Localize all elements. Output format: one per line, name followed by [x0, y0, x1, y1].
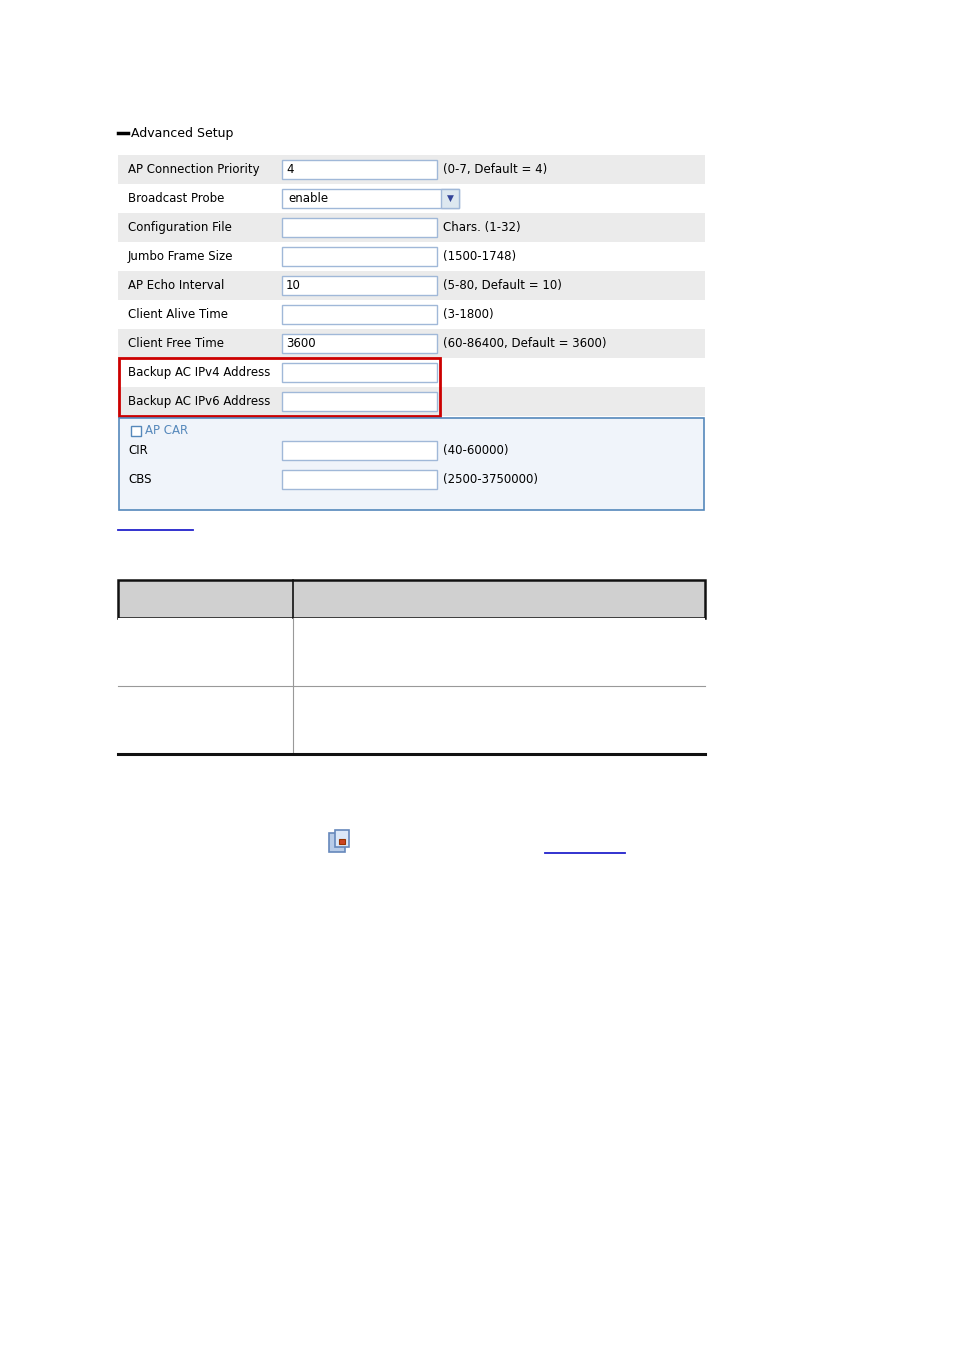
Bar [118, 213, 704, 242]
Bar [282, 217, 436, 238]
Bar [118, 155, 704, 184]
Text: Chars. (1-32): Chars. (1-32) [442, 221, 520, 234]
Text: (1500-1748): (1500-1748) [442, 250, 516, 263]
Text: AP Echo Interval: AP Echo Interval [128, 279, 224, 292]
Text: Client Free Time: Client Free Time [128, 338, 224, 350]
Text: Broadcast Probe: Broadcast Probe [128, 192, 224, 205]
Bar [282, 470, 436, 489]
Text: Backup AC IPv6 Address: Backup AC IPv6 Address [128, 396, 270, 408]
Text: CIR: CIR [128, 444, 148, 458]
Bar [282, 441, 436, 460]
Bar [282, 275, 436, 296]
Bar [131, 427, 141, 436]
Text: Backup AC IPv4 Address: Backup AC IPv4 Address [128, 366, 270, 379]
Text: Jumbo Frame Size: Jumbo Frame Size [128, 250, 233, 263]
Bar [335, 830, 349, 846]
Bar [329, 833, 345, 852]
Text: (0-7, Default = 4): (0-7, Default = 4) [442, 163, 547, 176]
Text: (3-1800): (3-1800) [442, 308, 493, 321]
Bar [282, 392, 436, 410]
Bar [118, 358, 704, 387]
Bar [118, 618, 704, 686]
Bar [282, 363, 436, 382]
Text: 4: 4 [286, 163, 294, 176]
Bar [282, 333, 436, 352]
Text: (2500-3750000): (2500-3750000) [442, 472, 537, 486]
Bar [282, 247, 436, 266]
Text: Configuration File: Configuration File [128, 221, 232, 234]
Text: ▼: ▼ [446, 194, 453, 202]
Bar [118, 580, 704, 618]
Text: AP Connection Priority: AP Connection Priority [128, 163, 259, 176]
Bar [118, 242, 704, 271]
Bar [118, 184, 704, 213]
Text: Client Alive Time: Client Alive Time [128, 308, 228, 321]
Text: (5-80, Default = 10): (5-80, Default = 10) [442, 279, 561, 292]
Bar [118, 271, 704, 300]
Bar [282, 161, 436, 180]
Text: CBS: CBS [128, 472, 152, 486]
Bar [118, 329, 704, 358]
Text: 10: 10 [286, 279, 300, 292]
Text: (40-60000): (40-60000) [442, 444, 508, 458]
Bar [282, 305, 436, 324]
Text: (60-86400, Default = 3600): (60-86400, Default = 3600) [442, 338, 606, 350]
Bar [118, 300, 704, 329]
Text: AP CAR: AP CAR [145, 424, 188, 437]
Bar [119, 418, 703, 510]
Text: enable: enable [288, 192, 328, 205]
Bar [282, 189, 458, 208]
Text: 3600: 3600 [286, 338, 315, 350]
Bar [118, 686, 704, 755]
Text: Advanced Setup: Advanced Setup [131, 127, 233, 139]
Bar [119, 358, 439, 416]
Bar [440, 189, 458, 208]
Bar [338, 838, 345, 844]
Bar [118, 387, 704, 416]
